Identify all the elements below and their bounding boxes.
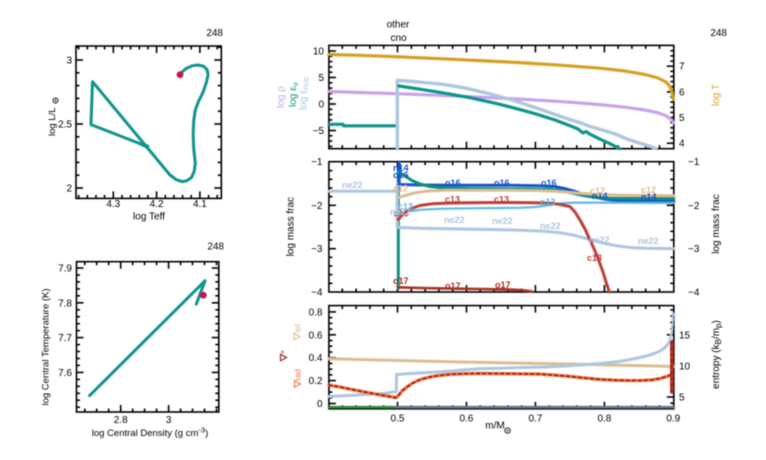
svg-text:n14: n14 xyxy=(592,191,608,201)
svg-text:−2: −2 xyxy=(311,201,323,212)
svg-text:7.9: 7.9 xyxy=(58,264,72,275)
svg-text:5: 5 xyxy=(679,393,685,404)
svg-text:n14: n14 xyxy=(393,163,409,173)
svg-text:4.2: 4.2 xyxy=(150,199,164,210)
svg-text:c13: c13 xyxy=(494,195,509,205)
svg-text:−1: −1 xyxy=(688,157,700,168)
svg-text:other: other xyxy=(387,20,410,31)
svg-text:o16: o16 xyxy=(541,178,557,188)
svg-text:log T: log T xyxy=(711,84,722,106)
svg-text:4.1: 4.1 xyxy=(193,199,207,210)
svg-text:c12: c12 xyxy=(393,184,408,194)
svg-text:log mass frac: log mass frac xyxy=(711,194,722,253)
svg-text:log ρ: log ρ xyxy=(276,86,287,108)
svg-text:5: 5 xyxy=(318,73,324,84)
svg-text:3: 3 xyxy=(66,56,72,67)
svg-text:c13: c13 xyxy=(587,253,602,263)
svg-text:ne22: ne22 xyxy=(589,235,610,245)
svg-text:4: 4 xyxy=(679,139,685,150)
svg-text:−2: −2 xyxy=(688,201,700,212)
svg-text:0.6: 0.6 xyxy=(459,413,473,424)
svg-text:ne22: ne22 xyxy=(492,216,513,226)
svg-text:c12: c12 xyxy=(590,186,605,196)
svg-text:10: 10 xyxy=(313,47,325,58)
svg-text:6: 6 xyxy=(679,87,685,98)
svg-text:248: 248 xyxy=(206,28,223,39)
svg-text:−4: −4 xyxy=(688,288,700,299)
svg-text:log Central Density (g cm-3): log Central Density (g cm-3) xyxy=(92,426,209,440)
svg-text:248: 248 xyxy=(207,242,224,253)
svg-text:0.6: 0.6 xyxy=(309,330,323,341)
svg-text:0.9: 0.9 xyxy=(666,413,680,424)
svg-text:7.8: 7.8 xyxy=(58,298,72,309)
svg-text:m/M: m/M xyxy=(485,421,504,432)
svg-text:−5: −5 xyxy=(313,126,325,137)
svg-text:4.3: 4.3 xyxy=(106,199,120,210)
svg-text:log L/L: log L/L xyxy=(47,107,58,136)
svg-text:0.7: 0.7 xyxy=(528,413,542,424)
svg-text:o17: o17 xyxy=(495,280,511,290)
svg-text:0.8: 0.8 xyxy=(597,413,611,424)
svg-text:o16: o16 xyxy=(445,178,461,188)
svg-text:−4: −4 xyxy=(311,288,323,299)
svg-text:log mass frac: log mass frac xyxy=(286,197,297,256)
svg-text:log Central Temperature (K): log Central Temperature (K) xyxy=(41,288,52,405)
svg-text:cno: cno xyxy=(390,33,407,44)
svg-text:−3: −3 xyxy=(311,244,323,255)
svg-text:ad: ad xyxy=(293,324,302,333)
svg-text:c13: c13 xyxy=(394,209,409,219)
svg-text:2.8: 2.8 xyxy=(114,415,128,426)
svg-text:5: 5 xyxy=(679,113,685,124)
svg-text:o17: o17 xyxy=(445,281,461,291)
svg-text:ne22: ne22 xyxy=(444,215,465,225)
svg-text:n13: n13 xyxy=(540,197,556,207)
svg-text:ne22: ne22 xyxy=(342,180,363,190)
svg-text:log εν: log εν xyxy=(288,82,300,107)
svg-text:−3: −3 xyxy=(688,244,700,255)
svg-text:ne22: ne22 xyxy=(390,207,411,217)
svg-text:2.5: 2.5 xyxy=(58,120,72,131)
svg-text:0: 0 xyxy=(318,100,324,111)
svg-text:7: 7 xyxy=(679,62,685,73)
svg-text:o16: o16 xyxy=(393,170,409,180)
svg-text:*: * xyxy=(280,350,289,353)
svg-text:3: 3 xyxy=(166,415,172,426)
svg-text:−1: −1 xyxy=(311,157,323,168)
svg-text:7.6: 7.6 xyxy=(58,368,72,379)
svg-text:0.4: 0.4 xyxy=(309,353,323,364)
svg-text:10: 10 xyxy=(679,361,691,372)
svg-text:c13: c13 xyxy=(398,202,413,212)
svg-text:15: 15 xyxy=(679,330,691,341)
svg-text:log Teff: log Teff xyxy=(133,212,165,223)
svg-text:rad: rad xyxy=(294,369,303,381)
svg-text:248: 248 xyxy=(710,28,727,39)
svg-text:n14: n14 xyxy=(641,192,657,202)
svg-text:0.5: 0.5 xyxy=(391,413,405,424)
svg-text:2: 2 xyxy=(66,184,72,195)
svg-text:ne22: ne22 xyxy=(540,221,561,231)
svg-text:log εnuc: log εnuc xyxy=(299,77,311,111)
svg-text:0.8: 0.8 xyxy=(309,307,323,318)
svg-text:o16: o16 xyxy=(494,178,510,188)
svg-text:0.2: 0.2 xyxy=(309,376,323,387)
svg-text:0: 0 xyxy=(317,399,323,410)
svg-text:o17: o17 xyxy=(393,276,409,286)
svg-text:entropy (kB/mp): entropy (kB/mp) xyxy=(711,320,723,389)
svg-text:7.7: 7.7 xyxy=(58,333,72,344)
svg-text:ne22: ne22 xyxy=(638,236,659,246)
svg-text:c13: c13 xyxy=(445,195,460,205)
svg-text:c12: c12 xyxy=(641,185,656,195)
